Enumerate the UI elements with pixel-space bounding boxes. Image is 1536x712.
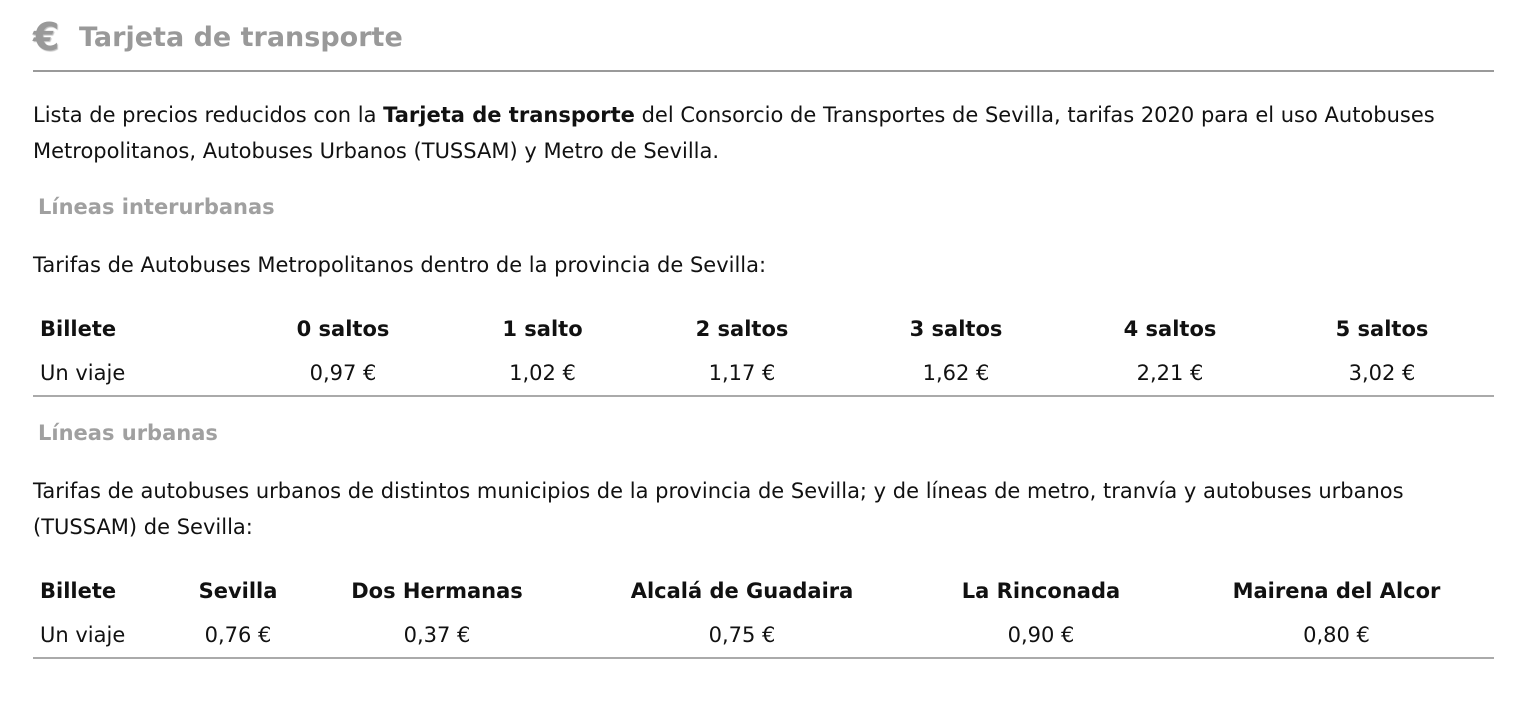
heading-urbanas: Líneas urbanas: [38, 421, 218, 445]
table-interurbanas: Billete 0 saltos 1 salto 2 saltos 3 saltos 4 …: [33, 307, 1494, 397]
description-urbanas: Tarifas de autobuses urbanos de distinto…: [33, 479, 1404, 539]
table-cell: 0,80 €: [1303, 623, 1370, 647]
column-header: Billete: [40, 317, 117, 341]
table-cell: Un viaje: [40, 623, 126, 647]
intro-text-rest: del Consorcio de Transportes de Sevilla,…: [33, 103, 1435, 163]
page-content: € Tarjeta de transporte Lista de precios…: [33, 0, 1494, 659]
section-header: € Tarjeta de transporte: [33, 0, 1494, 72]
column-header: 3 saltos: [909, 317, 1003, 341]
table-cell: 0,75 €: [708, 623, 776, 647]
intro-bold: Tarjeta de transporte: [383, 103, 635, 127]
euro-icon: €: [33, 15, 60, 59]
table-cell: 1,17 €: [708, 361, 776, 385]
column-header: 2 saltos: [695, 317, 789, 341]
table-cell: 0,37 €: [403, 623, 471, 647]
column-header: 5 saltos: [1335, 317, 1429, 341]
column-header: La Rinconada: [961, 579, 1121, 603]
table-row: Un viaje 0,76 € 0,37 € 0,75 € 0,90 € 0,80 €: [33, 613, 1494, 658]
table-cell: 0,97 €: [309, 361, 377, 385]
column-header: Mairena del Alcor: [1232, 579, 1441, 603]
table-cell: 0,90 €: [1007, 623, 1075, 647]
page-title: Tarjeta de transporte: [79, 21, 403, 53]
table-cell: 2,21 €: [1136, 361, 1204, 385]
intro-paragraph: Lista de precios reducidos con la Tarjet…: [33, 97, 1494, 169]
column-header: Sevilla: [198, 579, 278, 603]
table-row: Un viaje 0,97 € 1,02 € 1,17 € 1,62 € 2,21 € 3,…: [33, 351, 1494, 396]
column-header: 4 saltos: [1123, 317, 1217, 341]
column-header: Billete: [40, 579, 117, 603]
table-cell: 1,62 €: [922, 361, 990, 385]
intro-text: Lista de precios reducidos con la: [33, 103, 384, 127]
table-cell: Un viaje: [40, 361, 126, 385]
table-header-row: Billete 0 saltos 1 salto 2 saltos 3 saltos 4 …: [33, 307, 1494, 351]
column-header: 0 saltos: [296, 317, 390, 341]
table-cell: 0,76 €: [204, 623, 272, 647]
table-urbanas: Billete Sevilla Dos Hermanas Alcalá de Guad…: [33, 569, 1494, 659]
table-cell: 1,02 €: [509, 361, 576, 385]
heading-interurbanas: Líneas interurbanas: [38, 195, 275, 219]
description-interurbanas: Tarifas de Autobuses Metropolitanos dent…: [33, 253, 767, 277]
table-header-row: Billete Sevilla Dos Hermanas Alcalá de Guad…: [33, 569, 1494, 613]
table-cell: 3,02 €: [1348, 361, 1416, 385]
column-header: Dos Hermanas: [351, 579, 523, 603]
column-header: Alcalá de Guadaira: [630, 579, 854, 603]
column-header: 1 salto: [502, 317, 583, 341]
